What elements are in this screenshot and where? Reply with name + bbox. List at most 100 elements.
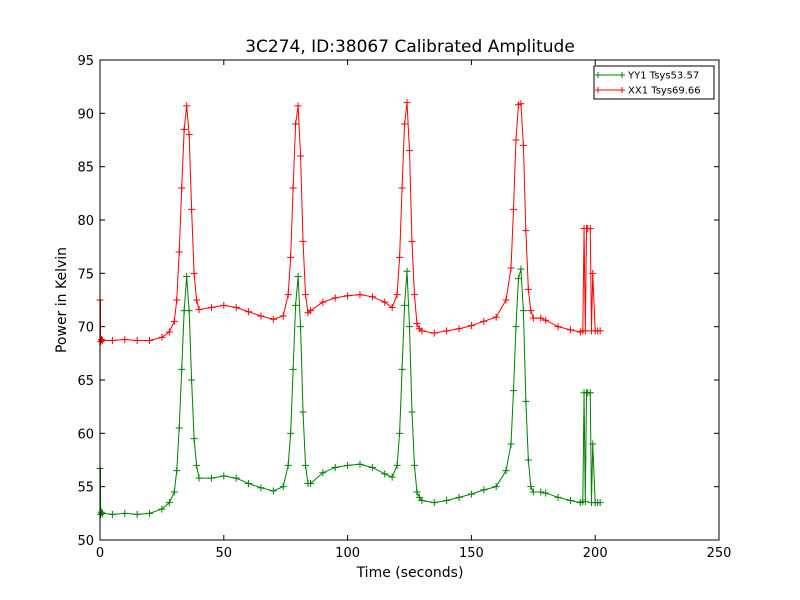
data-point [542,316,550,324]
plot-frame [99,59,720,541]
data-point [195,474,203,482]
x-axis: 0 50 100 150 200 250 [96,60,731,561]
data-point [133,337,141,345]
data-point [413,488,421,496]
data-point [269,487,277,495]
data-point [356,291,364,299]
legend: YY1 Tsys53.57 XX1 Tsys69.66 [593,65,715,100]
data-point [185,307,193,315]
data-point [297,152,305,160]
data-point [193,296,201,304]
data-point [299,237,307,245]
data-point [403,99,411,107]
data-point [190,269,198,277]
data-point [443,327,451,335]
data-point [284,291,292,299]
data-point [542,489,550,497]
data-point [396,429,404,437]
data-point [410,461,418,469]
data-point [279,483,287,491]
data-point [306,479,314,487]
data-point [406,323,413,331]
data-point [121,335,129,343]
data-point [183,273,191,281]
data-point [180,125,188,133]
data-point [97,335,105,343]
data-point [393,291,401,299]
data-point [165,499,173,507]
data-point [232,303,240,311]
data-point [519,307,527,315]
legend-entry: XX1 Tsys69.66 [595,86,701,97]
data-point [492,313,500,321]
data-point [388,303,396,311]
data-point [554,493,562,501]
data-point [108,510,116,518]
data-point [509,387,517,395]
data-point [190,435,198,443]
data-point [292,301,300,309]
data-point [413,319,421,327]
data-point [381,470,389,478]
data-point [522,227,530,235]
data-point [195,306,203,314]
y-tick-label: 50 [77,534,94,549]
legend-label: XX1 Tsys69.66 [628,86,701,97]
data-point [401,301,409,309]
x-tick-label: 50 [216,546,233,561]
legend-marker [595,87,601,93]
data-point [393,461,401,469]
data-point [175,248,183,256]
data-point [537,488,545,496]
data-point [514,275,522,283]
data-point [524,456,532,464]
data-point [398,184,406,192]
data-point [257,312,265,320]
data-point [566,326,574,334]
data-point [220,301,228,309]
data-point [529,488,537,496]
data-point [596,327,604,335]
data-point [368,293,376,301]
data-point [185,131,193,139]
data-point [398,365,406,373]
data-point [401,120,409,128]
data-point [287,429,295,437]
data-point [410,291,418,299]
data-point [509,205,517,213]
data-point [455,493,463,501]
data-point [306,307,314,315]
data-point [517,265,525,273]
data-point [292,120,300,128]
legend-marker [619,72,625,78]
data-point [403,267,411,275]
y-tick-label: 65 [77,374,94,389]
data-point [408,408,416,416]
legend-marker [619,87,625,93]
data-point [586,225,594,233]
x-tick-label: 100 [335,546,360,561]
y-tick-label: 60 [77,427,94,442]
data-point [519,141,527,149]
y-tick-label: 80 [77,214,94,229]
data-point [302,461,310,469]
data-point [178,184,186,192]
data-point [170,317,178,325]
data-point [294,102,302,110]
data-point [467,322,475,330]
y-tick-label: 85 [77,161,94,176]
data-point [279,312,287,320]
data-point [596,499,604,507]
x-tick-label: 150 [459,546,484,561]
x-tick-label: 200 [583,546,608,561]
data-point [554,323,562,331]
data-point [512,323,520,331]
data-point [257,484,265,492]
data-point [133,510,141,518]
data-point [524,285,532,293]
data-point [294,273,302,281]
data-point [121,509,129,517]
plot-area [96,59,720,541]
y-tick-label: 90 [77,107,94,122]
